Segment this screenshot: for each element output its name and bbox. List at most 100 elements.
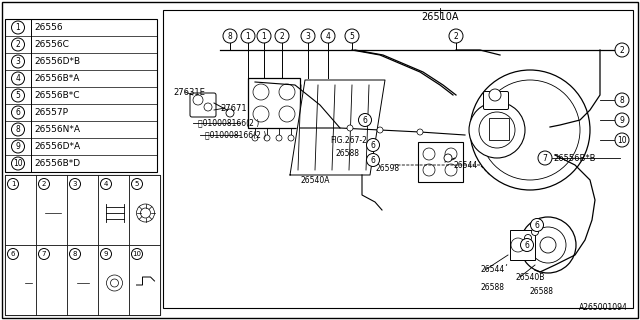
Bar: [98, 175, 129, 245]
Text: 1: 1: [11, 181, 15, 187]
Text: 7: 7: [42, 251, 46, 257]
Bar: [44, 276, 58, 282]
Text: 26588: 26588: [335, 148, 359, 157]
Circle shape: [100, 179, 111, 189]
Text: 1: 1: [15, 23, 20, 32]
Circle shape: [8, 249, 19, 260]
Circle shape: [358, 114, 371, 126]
Bar: [67, 245, 98, 315]
Text: 26540A: 26540A: [300, 175, 330, 185]
Circle shape: [257, 29, 271, 43]
Bar: [36, 175, 67, 245]
Text: 5: 5: [349, 31, 355, 41]
Circle shape: [538, 151, 552, 165]
Text: 6: 6: [371, 156, 376, 164]
Bar: [13, 202, 28, 206]
Bar: [5, 245, 36, 315]
Circle shape: [531, 228, 538, 236]
Text: 10: 10: [617, 135, 627, 145]
Text: 26544: 26544: [453, 161, 477, 170]
Text: 26556B*A: 26556B*A: [34, 74, 79, 83]
Circle shape: [70, 249, 81, 260]
Circle shape: [615, 43, 629, 57]
Circle shape: [12, 106, 24, 119]
Circle shape: [531, 219, 543, 231]
Text: 26556N*A: 26556N*A: [34, 125, 80, 134]
Polygon shape: [290, 80, 385, 175]
Text: 10: 10: [132, 251, 141, 257]
Text: 8: 8: [620, 95, 625, 105]
Bar: [13, 277, 24, 289]
Circle shape: [377, 127, 383, 133]
Text: 26556B*C: 26556B*C: [34, 91, 79, 100]
Text: 8: 8: [73, 251, 77, 257]
Circle shape: [12, 72, 24, 85]
Text: 6: 6: [534, 220, 540, 229]
Bar: [489, 118, 509, 140]
Bar: [418, 142, 463, 182]
Circle shape: [301, 29, 315, 43]
Text: 6: 6: [15, 108, 20, 117]
Bar: [129, 175, 160, 245]
Bar: [13, 207, 28, 211]
Text: 6: 6: [525, 241, 529, 250]
Circle shape: [12, 21, 24, 34]
Circle shape: [345, 29, 359, 43]
Circle shape: [12, 55, 24, 68]
Circle shape: [131, 249, 143, 260]
Circle shape: [367, 139, 380, 151]
Text: 26556D*A: 26556D*A: [34, 142, 80, 151]
Circle shape: [469, 102, 525, 158]
Text: 3: 3: [305, 31, 310, 41]
Text: 6: 6: [363, 116, 367, 124]
Text: 26556B*B: 26556B*B: [553, 154, 595, 163]
Circle shape: [38, 179, 49, 189]
Text: 9: 9: [104, 251, 108, 257]
Bar: [13, 212, 28, 216]
Circle shape: [470, 70, 590, 190]
Text: 6: 6: [371, 140, 376, 149]
Bar: [5, 175, 160, 315]
Circle shape: [223, 29, 237, 43]
Circle shape: [276, 135, 282, 141]
Bar: [67, 175, 98, 245]
Circle shape: [8, 179, 19, 189]
Bar: [77, 274, 88, 292]
Text: 2: 2: [15, 40, 20, 49]
Circle shape: [275, 29, 289, 43]
Circle shape: [70, 179, 81, 189]
Circle shape: [12, 38, 24, 51]
Text: 8: 8: [15, 125, 20, 134]
Text: 2: 2: [42, 181, 46, 187]
Circle shape: [367, 154, 380, 166]
Circle shape: [131, 179, 143, 189]
Circle shape: [615, 113, 629, 127]
Circle shape: [615, 133, 629, 147]
Bar: [129, 245, 160, 315]
Bar: [5, 175, 36, 245]
Bar: [5, 19, 157, 172]
Text: 26540B: 26540B: [515, 273, 545, 282]
Text: 2: 2: [454, 31, 458, 41]
Text: 1: 1: [262, 31, 266, 41]
Circle shape: [12, 123, 24, 136]
Circle shape: [444, 154, 452, 162]
Text: 9: 9: [620, 116, 625, 124]
Circle shape: [264, 135, 270, 141]
Circle shape: [525, 235, 531, 242]
Text: FIG.267-2: FIG.267-2: [330, 135, 367, 145]
Circle shape: [615, 93, 629, 107]
Circle shape: [252, 135, 258, 141]
Text: 2: 2: [620, 45, 625, 54]
Text: 2: 2: [280, 31, 284, 41]
Text: 26556D*B: 26556D*B: [34, 57, 80, 66]
Bar: [36, 245, 67, 315]
Text: 27671: 27671: [220, 103, 246, 113]
Text: 7: 7: [543, 154, 547, 163]
Text: 26557P: 26557P: [34, 108, 68, 117]
Bar: [510, 230, 535, 260]
Text: 9: 9: [15, 142, 20, 151]
FancyBboxPatch shape: [190, 93, 216, 117]
Circle shape: [321, 29, 335, 43]
Text: Ⓑ010008166(2 ): Ⓑ010008166(2 ): [198, 118, 259, 127]
